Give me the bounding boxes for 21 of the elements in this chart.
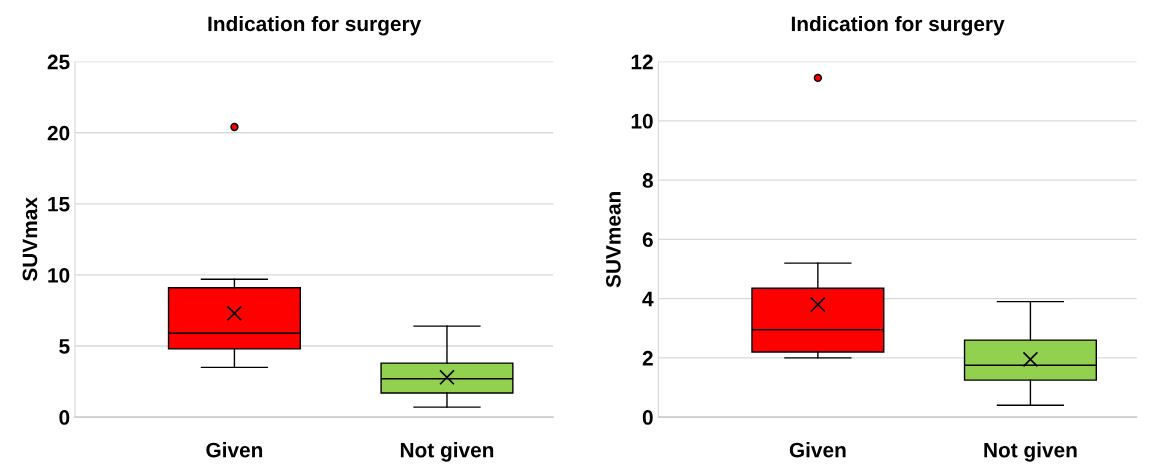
x-tick-label: Not given [400,442,494,462]
y-tick-label: 5 [59,339,70,354]
chart-title: Indication for surgery [791,15,1005,36]
chart-title: Indication for surgery [208,15,422,36]
y-tick-label: 6 [642,232,653,248]
y-tick-label: 0 [642,410,653,425]
y-tick-label: 0 [59,410,70,425]
y-axis-title: SUVmean [606,192,621,288]
y-tick-label: 2 [642,350,653,366]
y-tick-label: 10 [631,113,653,129]
y-tick-label: 8 [642,173,653,188]
x-tick-label: Not given [984,442,1077,462]
y-tick-label: 15 [48,197,70,212]
y-tick-label: 4 [642,291,654,307]
y-tick-label: 10 [48,267,70,283]
y-tick-label: 25 [47,54,70,70]
x-tick-label: Given [789,442,846,458]
y-tick-label: 20 [47,125,70,141]
y-tick-label: 12 [631,54,653,70]
x-tick-label: Given [206,442,263,458]
y-axis-title: SUVmax [22,197,38,282]
